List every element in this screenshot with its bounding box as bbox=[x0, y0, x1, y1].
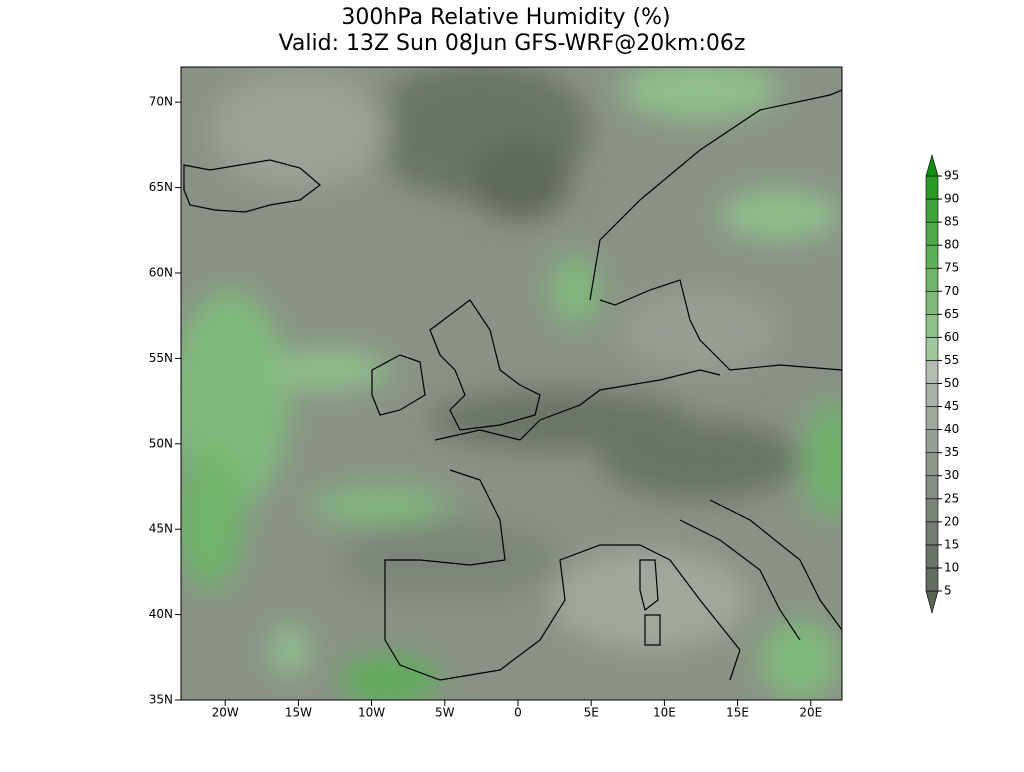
colorbar-label: 10 bbox=[944, 560, 959, 574]
colorbar-label: 45 bbox=[944, 399, 959, 413]
colorbar-label: 75 bbox=[944, 261, 959, 275]
colorbar-segment bbox=[925, 498, 939, 523]
title-line: Valid: 13Z Sun 08Jun GFS-WRF@20km:06z bbox=[279, 31, 746, 56]
lon-tick-label: 20W bbox=[212, 706, 239, 720]
colorbar-segment bbox=[925, 544, 939, 569]
colorbar-label: 40 bbox=[944, 422, 959, 436]
colorbar-segment bbox=[925, 383, 939, 407]
colorbar-label: 70 bbox=[944, 284, 959, 298]
colorbar-label: 80 bbox=[944, 238, 959, 252]
colorbar-segment bbox=[925, 406, 939, 430]
humidity-field bbox=[181, 67, 842, 700]
colorbar-segment bbox=[925, 360, 939, 384]
lon-tick-label: 10W bbox=[358, 706, 385, 720]
lon-tick-label: 15W bbox=[285, 706, 312, 720]
colorbar-label: 95 bbox=[944, 169, 959, 183]
colorbar-label: 90 bbox=[944, 192, 959, 206]
colorbar-label: 50 bbox=[944, 376, 959, 390]
lat-tick-label: 40N bbox=[149, 607, 173, 621]
colorbar-segment bbox=[925, 475, 939, 500]
colorbar-segment bbox=[925, 267, 939, 292]
title-line: 300hPa Relative Humidity (%) bbox=[341, 5, 670, 30]
lon-tick-label: 5W bbox=[435, 706, 455, 720]
lon-tick-label: 20E bbox=[799, 706, 822, 720]
colorbar-segment bbox=[925, 198, 939, 223]
colorbar-label: 5 bbox=[944, 584, 952, 598]
map-frame bbox=[180, 66, 843, 701]
coastlines bbox=[183, 89, 842, 681]
lat-tick-label: 45N bbox=[149, 522, 173, 536]
colorbar-segment bbox=[925, 221, 939, 246]
lat-tick-label: 55N bbox=[149, 351, 173, 365]
colorbar-label: 55 bbox=[944, 353, 959, 367]
colorbar-label: 65 bbox=[944, 307, 959, 321]
colorbar-label: 85 bbox=[944, 215, 959, 229]
colorbar-segment bbox=[925, 429, 939, 453]
colorbar-arrow bbox=[925, 590, 939, 615]
lon-tick-label: 0 bbox=[514, 706, 522, 720]
lat-tick-label: 60N bbox=[149, 266, 173, 280]
lat-tick-label: 35N bbox=[149, 693, 173, 707]
lat-tick-label: 65N bbox=[149, 180, 173, 194]
lon-tick-label: 10E bbox=[653, 706, 676, 720]
colorbar-label: 15 bbox=[944, 537, 959, 551]
lon-tick-label: 15E bbox=[726, 706, 749, 720]
colorbar-label: 25 bbox=[944, 491, 959, 505]
colorbar-segment bbox=[925, 521, 939, 546]
colorbar-label: 60 bbox=[944, 330, 959, 344]
colorbar-label: 30 bbox=[944, 468, 959, 482]
colorbar-label: 35 bbox=[944, 445, 959, 459]
colorbar-segment bbox=[925, 337, 939, 361]
colorbar-label: 20 bbox=[944, 514, 959, 528]
colorbar-segment bbox=[925, 244, 939, 269]
colorbar-segment bbox=[925, 314, 939, 338]
lon-tick-label: 5E bbox=[584, 706, 599, 720]
colorbar-segment bbox=[925, 290, 939, 315]
colorbar-arrow bbox=[925, 153, 939, 177]
colorbar-segment bbox=[925, 452, 939, 477]
lat-tick-label: 50N bbox=[149, 436, 173, 450]
colorbar-segment bbox=[925, 567, 939, 592]
colorbar-segment bbox=[925, 175, 939, 200]
lat-tick-label: 70N bbox=[149, 95, 173, 109]
